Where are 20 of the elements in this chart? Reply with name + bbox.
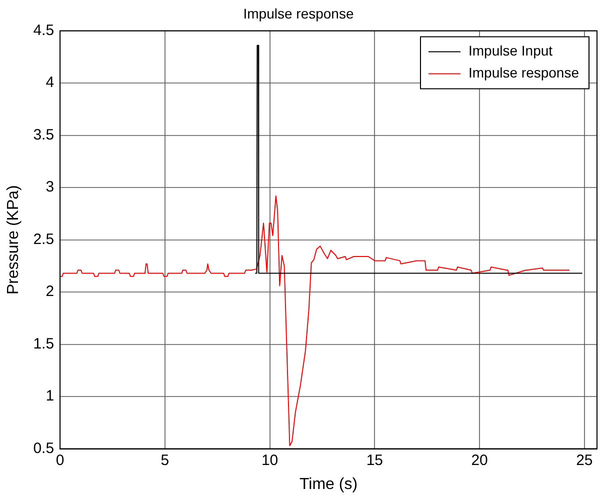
y-tick-label: 1.5 [33,335,54,352]
y-tick-label: 0.5 [33,440,54,457]
y-tick-label: 4.5 [33,22,54,39]
x-tick-label: 20 [471,452,488,469]
x-tick-label: 0 [56,452,64,469]
y-axis-title: Pressure (KPa) [5,185,22,294]
chart-title: Impulse response [243,5,354,22]
x-axis-title: Time (s) [299,476,358,493]
x-tick-label: 25 [576,452,593,469]
x-tick-label: 10 [261,452,278,469]
x-tick-label: 5 [160,452,170,469]
legend-label: Impulse response [468,64,580,81]
y-tick-label: 4 [46,74,54,92]
y-tick-label: 3 [46,178,54,196]
y-tick-label: 2 [46,283,54,300]
y-tick-label: 2.5 [33,230,54,248]
y-tick-label: 1 [46,388,54,405]
x-tick-label: 15 [366,452,384,469]
y-tick-label: 3.5 [33,126,54,144]
legend-label: Impulse Input [468,42,553,59]
